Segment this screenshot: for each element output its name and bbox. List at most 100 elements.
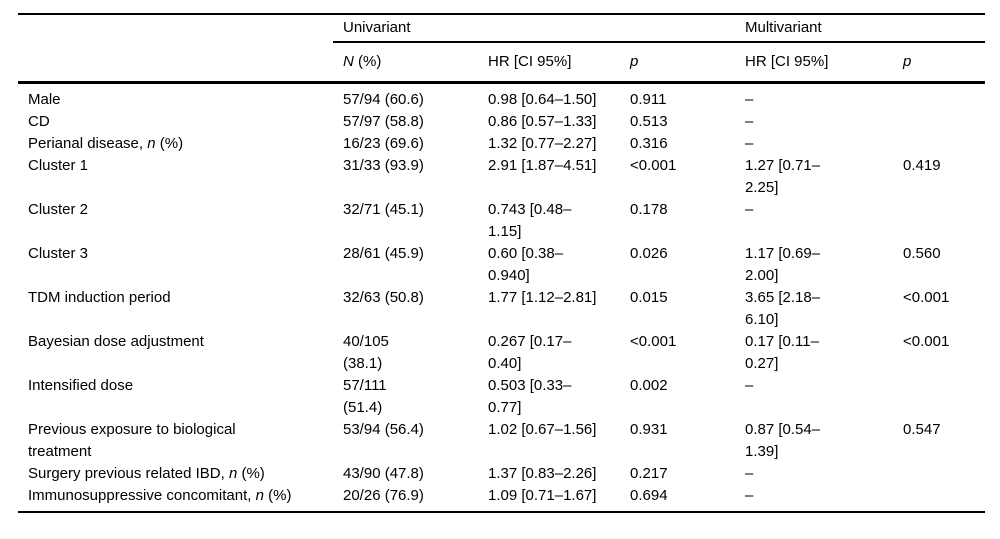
row-label: Cluster 1 [18, 155, 333, 199]
cell-multivariant-hr: – [745, 91, 754, 108]
cell-n-percent: 43/90 (47.8) [343, 465, 424, 482]
multivariant-spanner: Multivariant [735, 13, 986, 43]
regression-results-table: Univariant Multivariant N (%) HR [CI 95%… [18, 13, 986, 513]
header-n-percent: N (%) [333, 42, 478, 84]
row-label-text: Cluster 2 [28, 201, 89, 218]
row-label-suffix: (%) [263, 487, 292, 504]
cell-multivariant-hr: 0.87 [0.54– 1.39] [745, 421, 821, 460]
cell-multivariant-p: <0.001 [903, 289, 950, 306]
cell-multivariant-hr: – [745, 135, 754, 152]
cell-multivariant-hr: – [745, 201, 754, 218]
cell-multivariant-hr: 3.65 [2.18– 6.10] [745, 289, 821, 328]
cell-univariant-p: 0.513 [630, 113, 668, 130]
row-label-text: Male [28, 91, 61, 108]
cell-univariant-hr: 0.86 [0.57–1.33] [488, 113, 597, 130]
table-row: Surgery previous related IBD, n (%) 43/90… [18, 463, 985, 485]
row-label: Cluster 3 [18, 243, 333, 287]
cell-multivariant-hr: – [735, 485, 893, 513]
row-label: Immunosuppressive concomitant, n (%) [18, 485, 333, 513]
cell-univariant-p: 0.316 [630, 135, 668, 152]
cell-multivariant-hr: – [745, 377, 754, 394]
table-row: CD 57/97 (58.8) 0.86 [0.57–1.33] 0.513 – [18, 111, 985, 133]
cell-univariant-hr: 0.503 [0.33– 0.77] [488, 377, 572, 416]
header-n-rest: (%) [353, 53, 382, 70]
cell-n-percent: 28/61 (45.9) [343, 245, 424, 262]
cell-n-percent: 57/111 (51.4) [343, 377, 387, 416]
row-label: CD [18, 111, 333, 133]
cell-multivariant-p: 0.547 [903, 421, 941, 438]
cell-univariant-p: <0.001 [630, 333, 677, 350]
row-label-text: Previous exposure to biological treatmen… [28, 421, 236, 460]
row-label-text: Surgery previous related IBD, [28, 465, 229, 482]
row-label-text: TDM induction period [28, 289, 171, 306]
cell-univariant-hr: 0.60 [0.38– 0.940] [488, 245, 564, 284]
cell-univariant-hr: 1.09 [0.71–1.67] [478, 485, 620, 513]
cell-n-percent: 31/33 (93.9) [343, 157, 424, 174]
cell-univariant-hr: 1.77 [1.12–2.81] [488, 289, 597, 306]
row-label-italic-n: n [147, 135, 156, 152]
cell-n-percent: 32/71 (45.1) [343, 201, 424, 218]
table-row: Immunosuppressive concomitant, n (%) 20/2… [18, 485, 986, 513]
cell-univariant-p: 0.015 [630, 289, 668, 306]
cell-univariant-hr: 1.37 [0.83–2.26] [488, 465, 597, 482]
header-multivariant-p: p [893, 42, 986, 84]
row-label-suffix: (%) [155, 135, 184, 152]
paper-table-page: Univariant Multivariant N (%) HR [CI 95%… [0, 13, 1000, 539]
cell-multivariant-hr: – [745, 465, 754, 482]
cell-multivariant-p [893, 111, 985, 133]
row-label: Male [18, 83, 333, 112]
table-row: Perianal disease, n (%) 16/23 (69.6) 1.32 … [18, 133, 985, 155]
table-row: Male 57/94 (60.6) 0.98 [0.64–1.50] 0.911 – [18, 83, 985, 112]
row-label-text: Cluster 3 [28, 245, 89, 262]
spanner-empty-cell [18, 13, 333, 42]
table-row: Intensified dose 57/111 (51.4) 0.503 [0.33… [18, 375, 985, 419]
header-multivariant-hr: HR [CI 95%] [735, 42, 893, 84]
cell-multivariant-hr: 1.27 [0.71– 2.25] [745, 157, 821, 196]
cell-multivariant-p [893, 485, 986, 513]
cell-univariant-hr: 0.98 [0.64–1.50] [488, 91, 597, 108]
univariant-spanner: Univariant [333, 13, 735, 43]
cell-n-percent: 20/26 (76.9) [333, 485, 478, 513]
row-label-suffix: (%) [237, 465, 265, 482]
row-label: Perianal disease, n (%) [18, 133, 333, 155]
header-empty-cell [18, 42, 333, 84]
cell-n-percent: 57/97 (58.8) [343, 113, 424, 130]
cell-univariant-hr: 1.32 [0.77–2.27] [488, 135, 597, 152]
table-body: Male 57/94 (60.6) 0.98 [0.64–1.50] 0.911– CD… [18, 83, 986, 513]
cell-n-percent: 53/94 (56.4) [343, 421, 424, 438]
cell-univariant-p: 0.217 [630, 465, 668, 482]
cell-multivariant-p [893, 375, 985, 419]
row-label-text: CD [28, 113, 50, 130]
cell-n-percent: 57/94 (60.6) [343, 91, 424, 108]
cell-n-percent: 16/23 (69.6) [343, 135, 424, 152]
cell-univariant-hr: 2.91 [1.87–4.51] [488, 157, 597, 174]
row-label-text: Perianal disease, [28, 135, 148, 152]
row-label: Intensified dose [18, 375, 333, 419]
row-label: TDM induction period [18, 287, 333, 331]
cell-multivariant-hr: 0.17 [0.11– 0.27] [745, 333, 819, 372]
cell-multivariant-p: 0.419 [903, 157, 941, 174]
cell-multivariant-hr: 1.17 [0.69– 2.00] [745, 245, 821, 284]
header-n-italic: N [343, 53, 354, 70]
row-label-text: Intensified dose [28, 377, 134, 394]
spanner-row: Univariant Multivariant [18, 13, 986, 43]
cell-univariant-hr: 1.02 [0.67–1.56] [488, 421, 597, 438]
row-label-text: Cluster 1 [28, 157, 89, 174]
table-row: Previous exposure to biological treatmen… [18, 419, 985, 463]
row-label: Bayesian dose adjustment [18, 331, 333, 375]
header-univariant-p: p [620, 42, 735, 84]
cell-multivariant-p [893, 133, 985, 155]
cell-multivariant-p: <0.001 [903, 333, 950, 350]
row-label-italic-n: n [255, 487, 264, 504]
header-row: N (%) HR [CI 95%] p HR [CI 95%] p [18, 42, 986, 84]
row-label-text: Bayesian dose adjustment [28, 333, 204, 350]
table-row: Cluster 3 28/61 (45.9) 0.60 [0.38– 0.940] 0… [18, 243, 985, 287]
cell-univariant-p: 0.911 [630, 91, 667, 108]
cell-univariant-p: 0.026 [630, 245, 668, 262]
table-row: Cluster 2 32/71 (45.1) 0.743 [0.48– 1.15] 0… [18, 199, 985, 243]
table-row: Cluster 1 31/33 (93.9) 2.91 [1.87–4.51] <0.… [18, 155, 985, 199]
cell-multivariant-hr: – [745, 113, 754, 130]
table-row: Bayesian dose adjustment 40/105 (38.1) 0.2… [18, 331, 985, 375]
cell-multivariant-p [893, 199, 985, 243]
row-label-text: Immunosuppressive concomitant, [28, 487, 256, 504]
